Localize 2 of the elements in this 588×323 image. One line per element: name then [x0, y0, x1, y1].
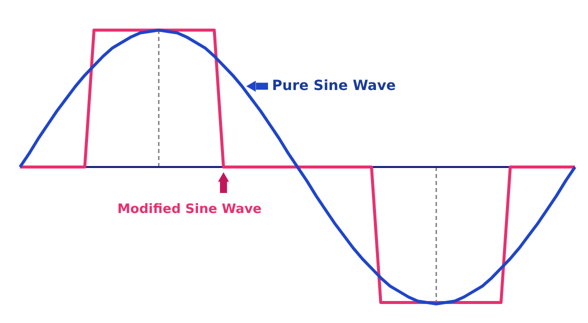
legend-label: Pure Sine Wave — [272, 78, 396, 94]
text: Modified Sine Wave — [117, 202, 262, 217]
